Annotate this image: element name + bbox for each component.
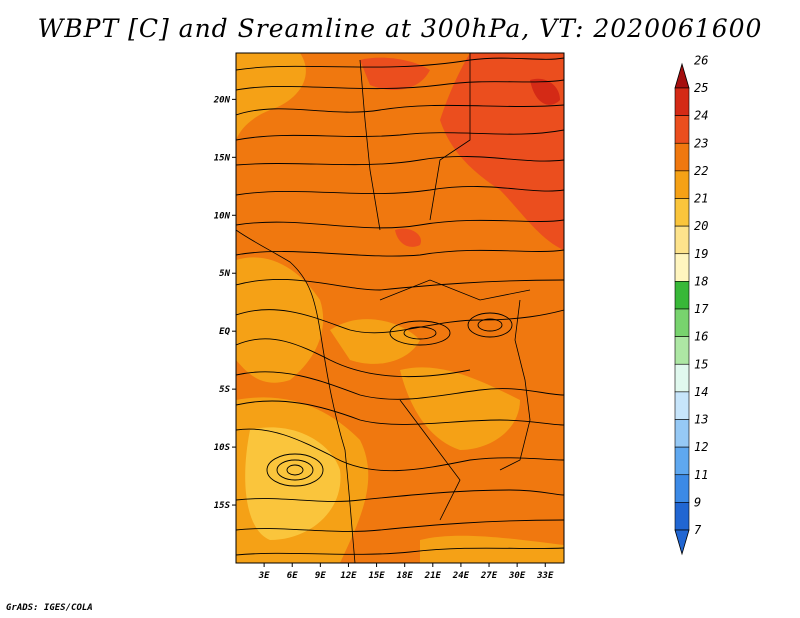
wbpt-region-25-ne — [530, 78, 560, 105]
colorbar-swatch — [674, 391, 690, 420]
lon-tick-label: 30E — [508, 571, 526, 581]
lat-tick-label: EQ — [219, 327, 230, 337]
colorbar-label: 14 — [694, 385, 708, 399]
lat-tick-label: 5N — [219, 269, 230, 279]
wbpt-region-24-spot — [395, 228, 421, 247]
lon-tick-label: 9E — [315, 571, 326, 581]
colorbar-swatch — [674, 198, 690, 227]
colorbar-label: 22 — [694, 164, 708, 178]
colorbar-label: 25 — [694, 81, 708, 95]
colorbar-swatch — [674, 115, 690, 144]
lon-tick-label: 15E — [368, 571, 385, 581]
colorbar: 26 25 24 23 22 21 20 19 18 17 16 15 14 13 12 11 9 7 — [674, 53, 709, 556]
colorbar-label: 7 — [694, 523, 702, 537]
lon-axis: 3E 6E 9E 12E 15E 18E 21E 24E 27E 30E 33E — [258, 563, 554, 581]
colorbar-swatch — [674, 225, 690, 255]
colorbar-swatch — [674, 419, 690, 448]
colorbar-swatch — [674, 363, 690, 393]
chart-title: WBPT [C] and Sreamline at 300hPa, VT: 20… — [37, 14, 763, 43]
credit-text: GrADS: IGES/COLA — [6, 603, 93, 613]
wbpt-field — [236, 53, 564, 563]
lon-tick-label: 21E — [424, 571, 442, 581]
colorbar-swatch — [674, 446, 690, 476]
colorbar-swatch — [674, 308, 690, 337]
wbpt-region-22-east — [400, 367, 520, 450]
colorbar-label: 21 — [694, 192, 708, 206]
lat-tick-label: 15N — [214, 153, 231, 163]
colorbar-label: 11 — [694, 468, 708, 482]
colorbar-label: 9 — [694, 495, 701, 509]
colorbar-label: 15 — [694, 357, 708, 371]
wbpt-region-22-west — [236, 257, 324, 383]
colorbar-label: 12 — [694, 440, 708, 454]
colorbar-swatch — [674, 474, 690, 503]
wbpt-region-24-ne — [440, 53, 564, 250]
lat-axis: 20N 15N 10N 5N EQ 5S 10S 15S — [213, 95, 236, 511]
colorbar-label: 24 — [694, 109, 708, 123]
lon-tick-label: 12E — [340, 571, 357, 581]
lat-tick-label: 15S — [214, 501, 231, 511]
colorbar-top-arrow — [674, 62, 690, 89]
colorbar-label: 19 — [694, 247, 708, 261]
colorbar-label: 18 — [694, 274, 708, 288]
lon-tick-label: 33E — [536, 571, 554, 581]
colorbar-swatch — [674, 336, 690, 365]
map-boundaries — [236, 53, 531, 563]
lon-tick-label: 18E — [397, 571, 414, 581]
colorbar-label: 20 — [694, 219, 708, 233]
wbpt-region-21-sw — [245, 427, 341, 540]
colorbar-swatch — [674, 502, 690, 531]
lat-tick-label: 10S — [214, 443, 231, 453]
lon-tick-label: 6E — [287, 571, 298, 581]
streamlines — [236, 57, 564, 556]
colorbar-label: 23 — [694, 136, 708, 150]
colorbar-label: 26 — [694, 53, 708, 67]
lat-tick-label: 10N — [214, 211, 231, 221]
lon-tick-label: 24E — [452, 571, 470, 581]
colorbar-swatch — [674, 253, 690, 282]
lon-tick-label: 3E — [258, 571, 270, 581]
colorbar-swatch — [674, 281, 690, 310]
lon-tick-label: 27E — [480, 571, 498, 581]
colorbar-label: 13 — [694, 413, 708, 427]
wbpt-region-22-south — [420, 535, 564, 563]
wbpt-region-22-nw — [236, 53, 306, 140]
colorbar-swatch — [674, 142, 690, 172]
colorbar-swatch — [674, 170, 690, 199]
lat-tick-label: 5S — [219, 385, 230, 395]
lat-tick-label: 20N — [213, 95, 231, 105]
colorbar-label: 17 — [694, 302, 709, 316]
colorbar-bottom-arrow — [674, 529, 690, 556]
colorbar-swatch — [674, 87, 690, 116]
map-frame — [235, 52, 565, 564]
colorbar-label: 16 — [694, 330, 708, 344]
